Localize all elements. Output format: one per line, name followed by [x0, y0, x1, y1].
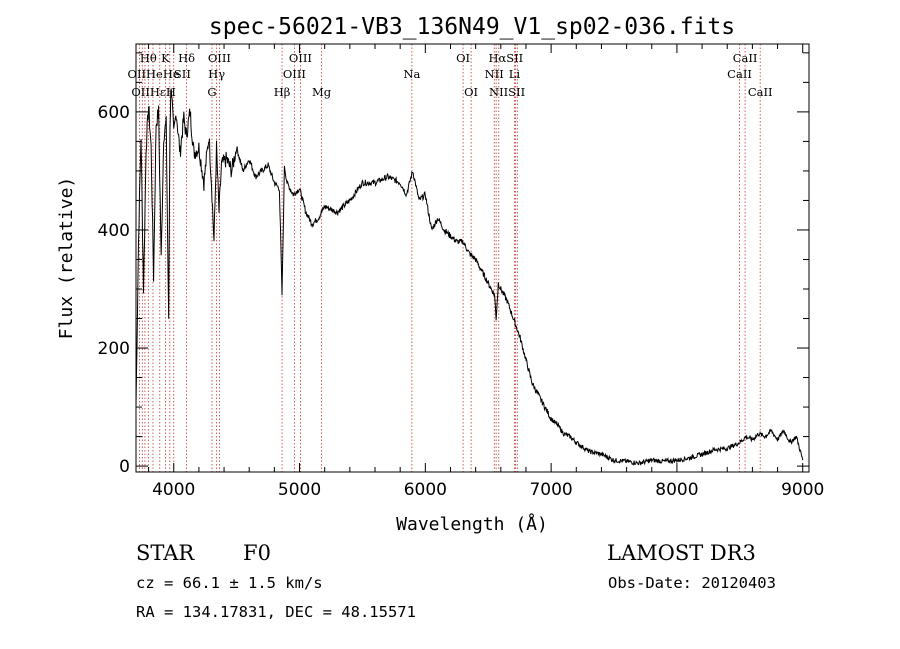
axis-ticks: 4000 5000 6000 7000 8000 9000 0 200 400 600: [98, 44, 824, 500]
line-label-8: OIIHeHe: [128, 67, 180, 81]
x-tick-label-5: 9000: [781, 480, 824, 500]
y-tick-label-1: 200: [98, 339, 130, 359]
line-label-3: OIII: [208, 51, 231, 65]
line-label-16: OIIHεH: [131, 85, 176, 99]
flux-curve-layer: [135, 88, 804, 466]
line-label-5: OI: [456, 51, 470, 65]
y-tick-label-2: 400: [98, 221, 130, 241]
line-label-21: NIISII: [489, 85, 525, 99]
spectral-line-markers: [138, 44, 761, 472]
x-tick-label-1: 5000: [278, 480, 321, 500]
line-label-0: Hθ: [140, 51, 157, 65]
x-tick-label-3: 7000: [529, 480, 572, 500]
line-label-7: CaII: [733, 51, 758, 65]
line-label-1: K: [161, 51, 170, 65]
line-label-22: CaII: [748, 85, 773, 99]
observation-date: Obs-Date: 20120403: [608, 574, 776, 592]
line-label-19: Mg: [312, 85, 332, 99]
line-label-2: Hδ: [178, 51, 195, 65]
line-label-6: HαSII: [488, 51, 523, 65]
survey-name: LAMOST DR3: [607, 541, 756, 565]
x-tick-label-0: 4000: [152, 480, 195, 500]
y-tick-label-0: 0: [119, 457, 130, 477]
x-tick-label-2: 6000: [404, 480, 447, 500]
chart-title: spec-56021-VB3_136N49_V1_sp02-036.fits: [209, 14, 735, 40]
line-label-15: CaII: [727, 67, 752, 81]
line-label-9: SII: [174, 67, 191, 81]
y-axis-label: Flux (relative): [56, 177, 77, 340]
line-label-14: Li: [509, 67, 521, 81]
line-label-13: NII: [485, 67, 504, 81]
line-label-10: Hγ: [208, 67, 225, 81]
line-label-20: OI: [464, 85, 478, 99]
line-label-4: OIII: [289, 51, 312, 65]
sky-coordinates: RA = 134.17831, DEC = 48.15571: [136, 603, 416, 621]
line-label-11: OIII: [283, 67, 306, 81]
x-axis-label: Wavelength (Å): [396, 513, 548, 535]
object-class: STAR: [136, 541, 195, 565]
line-label-12: Na: [403, 67, 420, 81]
y-tick-label-3: 600: [98, 103, 130, 123]
line-label-18: Hβ: [274, 85, 291, 99]
line-label-17: G: [207, 85, 216, 99]
object-subclass: F0: [243, 541, 271, 565]
plot-frame: [135, 43, 810, 473]
x-tick-label-4: 8000: [655, 480, 698, 500]
flux-series-line: [135, 88, 804, 466]
redshift-velocity: cz = 66.1 ± 1.5 km/s: [136, 574, 323, 592]
